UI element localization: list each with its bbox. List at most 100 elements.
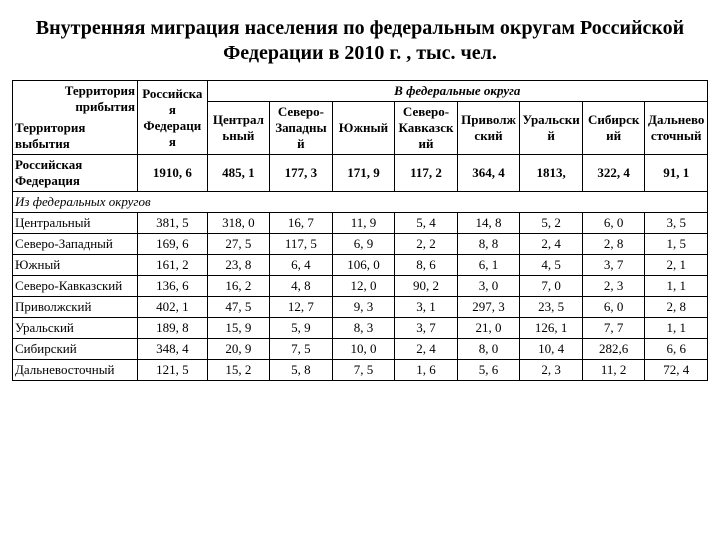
- row-subhead: Из федеральных округов: [13, 192, 708, 213]
- corner-header: Территория прибытия Территория выбытия: [13, 81, 138, 155]
- col-volga: Приволжский: [457, 102, 520, 155]
- row-label: Приволжский: [13, 297, 138, 318]
- cell: 8, 3: [332, 318, 395, 339]
- arrival-label: Территория прибытия: [13, 83, 135, 115]
- cell: 2, 3: [520, 360, 583, 381]
- cell: 5, 4: [395, 213, 458, 234]
- cell: 2, 4: [395, 339, 458, 360]
- row-label: Северо-Кавказский: [13, 276, 138, 297]
- cell: 14, 8: [457, 213, 520, 234]
- cell: 189, 8: [138, 318, 208, 339]
- table-row: Северо-Западный169, 627, 5117, 56, 92, 2…: [13, 234, 708, 255]
- page-title: Внутренняя миграция населения по федерал…: [12, 16, 708, 66]
- cell: 5, 8: [270, 360, 333, 381]
- cell: 485, 1: [207, 155, 270, 192]
- table-row: Уральский189, 815, 95, 98, 33, 721, 0126…: [13, 318, 708, 339]
- cell: 6, 0: [582, 213, 645, 234]
- cell: 12, 7: [270, 297, 333, 318]
- cell: 8, 6: [395, 255, 458, 276]
- col-fareast: Дальневосточный: [645, 102, 708, 155]
- row-label: Сибирский: [13, 339, 138, 360]
- subhead-label: Из федеральных округов: [13, 192, 708, 213]
- cell: 3, 7: [395, 318, 458, 339]
- cell: 23, 5: [520, 297, 583, 318]
- cell: 1813,: [520, 155, 583, 192]
- cell: 23, 8: [207, 255, 270, 276]
- col-caucasus: Северо-Кавказский: [395, 102, 458, 155]
- cell: 5, 9: [270, 318, 333, 339]
- cell: 90, 2: [395, 276, 458, 297]
- cell: 47, 5: [207, 297, 270, 318]
- row-rf: Российская Федерация 1910, 6 485, 1 177,…: [13, 155, 708, 192]
- row-label: Уральский: [13, 318, 138, 339]
- cell: 1910, 6: [138, 155, 208, 192]
- cell: 15, 9: [207, 318, 270, 339]
- cell: 3, 1: [395, 297, 458, 318]
- cell: 8, 0: [457, 339, 520, 360]
- col-central: Центральный: [207, 102, 270, 155]
- cell: 161, 2: [138, 255, 208, 276]
- cell: 11, 9: [332, 213, 395, 234]
- col-south: Южный: [332, 102, 395, 155]
- cell: 9, 3: [332, 297, 395, 318]
- cell: 2, 4: [520, 234, 583, 255]
- table-row: Дальневосточный121, 515, 25, 87, 51, 65,…: [13, 360, 708, 381]
- cell: 8, 8: [457, 234, 520, 255]
- cell: 318, 0: [207, 213, 270, 234]
- col-siberia: Сибирский: [582, 102, 645, 155]
- cell: 16, 7: [270, 213, 333, 234]
- col-ural: Уральский: [520, 102, 583, 155]
- cell: 12, 0: [332, 276, 395, 297]
- cell: 5, 2: [520, 213, 583, 234]
- cell: 16, 2: [207, 276, 270, 297]
- cell: 7, 5: [270, 339, 333, 360]
- cell: 5, 6: [457, 360, 520, 381]
- cell: 3, 5: [645, 213, 708, 234]
- cell: 10, 0: [332, 339, 395, 360]
- cell: 117, 2: [395, 155, 458, 192]
- cell: 364, 4: [457, 155, 520, 192]
- col-group: В федеральные округа: [207, 81, 707, 102]
- cell: 27, 5: [207, 234, 270, 255]
- cell: 6, 1: [457, 255, 520, 276]
- table-row: Приволжский402, 147, 512, 79, 33, 1297, …: [13, 297, 708, 318]
- cell: 177, 3: [270, 155, 333, 192]
- cell: 4, 8: [270, 276, 333, 297]
- cell: 7, 5: [332, 360, 395, 381]
- cell: 1, 5: [645, 234, 708, 255]
- cell: 72, 4: [645, 360, 708, 381]
- row-label: Северо-Западный: [13, 234, 138, 255]
- cell: 2, 8: [645, 297, 708, 318]
- cell: 126, 1: [520, 318, 583, 339]
- cell: 2, 2: [395, 234, 458, 255]
- cell: 6, 0: [582, 297, 645, 318]
- cell: 171, 9: [332, 155, 395, 192]
- cell: 20, 9: [207, 339, 270, 360]
- row-label: Южный: [13, 255, 138, 276]
- cell: 322, 4: [582, 155, 645, 192]
- cell: 1, 6: [395, 360, 458, 381]
- cell: 136, 6: [138, 276, 208, 297]
- cell: 117, 5: [270, 234, 333, 255]
- col-northwest: Северо-Западный: [270, 102, 333, 155]
- cell: 169, 6: [138, 234, 208, 255]
- table-row: Южный161, 223, 86, 4106, 08, 66, 14, 53,…: [13, 255, 708, 276]
- cell: 2, 1: [645, 255, 708, 276]
- departure-label: Территория выбытия: [15, 120, 137, 152]
- row-label: Российская Федерация: [13, 155, 138, 192]
- cell: 15, 2: [207, 360, 270, 381]
- cell: 1, 1: [645, 276, 708, 297]
- table-row: Северо-Кавказский136, 616, 24, 812, 090,…: [13, 276, 708, 297]
- table-row: Сибирский348, 420, 97, 510, 02, 48, 010,…: [13, 339, 708, 360]
- cell: 6, 4: [270, 255, 333, 276]
- cell: 2, 8: [582, 234, 645, 255]
- cell: 6, 6: [645, 339, 708, 360]
- cell: 6, 9: [332, 234, 395, 255]
- cell: 7, 7: [582, 318, 645, 339]
- cell: 381, 5: [138, 213, 208, 234]
- cell: 106, 0: [332, 255, 395, 276]
- cell: 2, 3: [582, 276, 645, 297]
- cell: 91, 1: [645, 155, 708, 192]
- migration-table: Территория прибытия Территория выбытия Р…: [12, 80, 708, 381]
- cell: 11, 2: [582, 360, 645, 381]
